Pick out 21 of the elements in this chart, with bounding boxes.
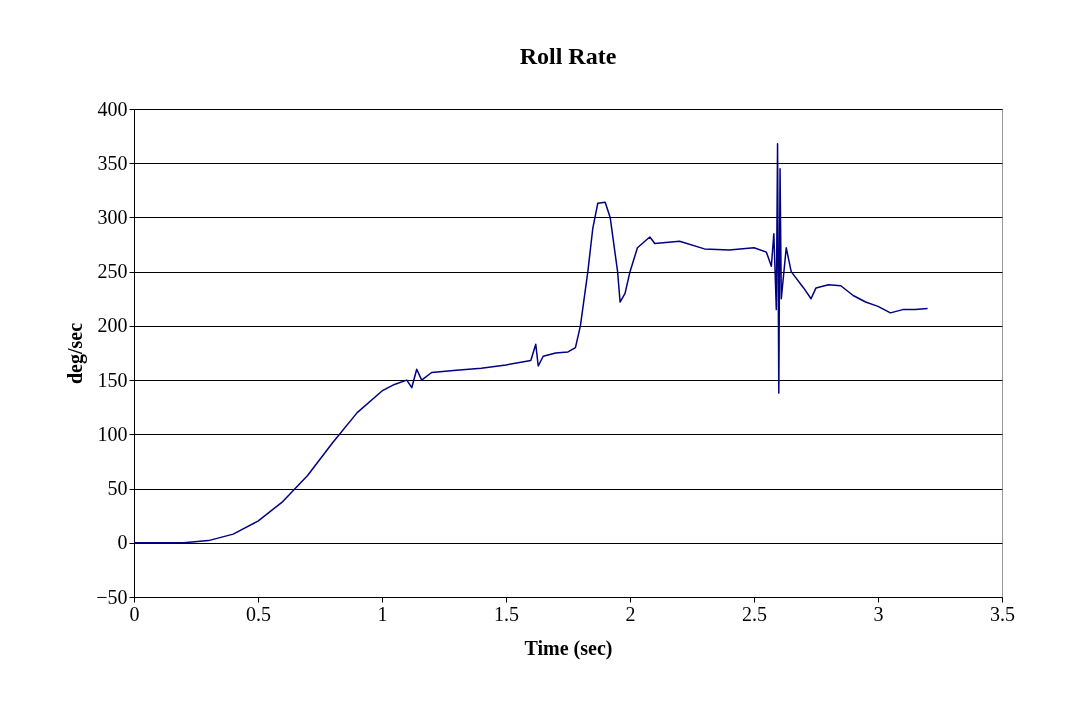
y-tick-label: 250 (97, 260, 128, 283)
y-tick-label: 400 (97, 97, 128, 120)
x-tick-label: 3.5 (990, 602, 1015, 625)
x-tick-label: 3 (873, 602, 884, 625)
chart-title: Roll Rate (519, 43, 617, 69)
y-tick-label: 150 (97, 368, 128, 391)
y-tick-label: 200 (97, 314, 128, 337)
x-tick-label: 0.5 (246, 602, 271, 625)
x-tick-label: 2 (625, 602, 636, 625)
line-series (133, 142, 929, 544)
x-tick-label: 2.5 (742, 602, 767, 625)
y-tick-label: 50 (107, 477, 128, 500)
x-axis-title: Time (sec) (524, 636, 613, 660)
x-tick-label: 1 (377, 602, 388, 625)
y-tick-label: −50 (96, 585, 128, 608)
y-tick-label: 300 (97, 205, 128, 228)
x-tick-label: 1.5 (494, 602, 519, 625)
y-axis-title: deg/sec (64, 322, 88, 385)
y-tick-label: 0 (117, 531, 128, 554)
y-tick-label: 350 (97, 151, 128, 174)
y-tick-label: 100 (97, 422, 128, 445)
